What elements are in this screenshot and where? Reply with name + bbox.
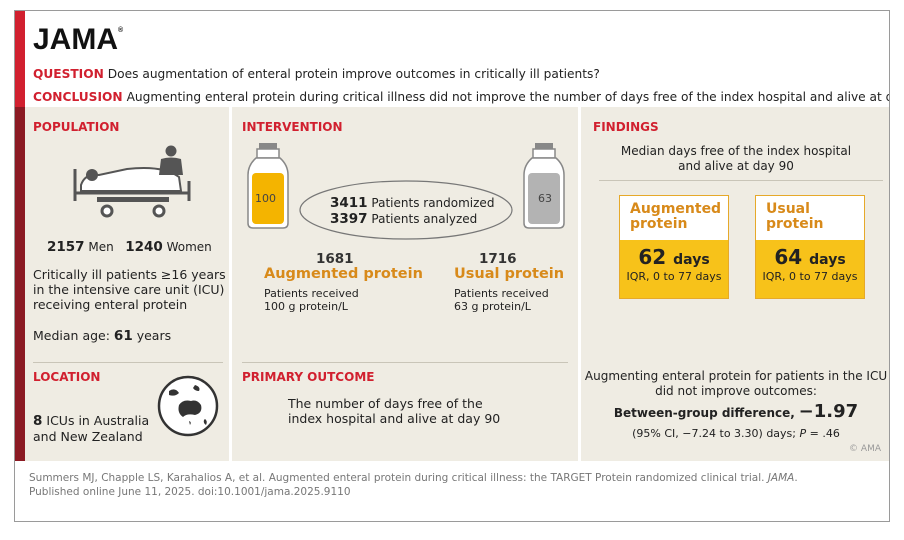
randomization-ellipse xyxy=(299,180,513,240)
population-description: Critically ill patients ≥16 years in the… xyxy=(33,267,226,312)
augmented-result-value: 62 days IQR, 0 to 77 days xyxy=(620,240,728,298)
brand-bar-dark xyxy=(15,107,25,461)
arm2-count: 1716 xyxy=(479,251,517,267)
confidence-interval: (95% CI, −7.24 to 3.30) days; P = .46 xyxy=(632,427,840,440)
question-text: Does augmentation of enteral protein imp… xyxy=(107,67,600,81)
analyzed-line: 3397 Patients analyzed xyxy=(330,211,478,227)
conclusion-text: Augmenting enteral protein during critic… xyxy=(126,90,890,104)
population-panel: POPULATION 2157 Men 1240 Women Criticall… xyxy=(25,107,229,461)
augmented-result-label: Augmented protein xyxy=(630,201,722,232)
divider xyxy=(33,362,223,363)
primary-outcome-heading: PRIMARY OUTCOME xyxy=(242,370,375,384)
question-line: QUESTION Does augmentation of enteral pro… xyxy=(33,67,600,81)
primary-outcome-text: The number of days free of the index hos… xyxy=(288,396,501,426)
findings-panel: FINDINGS Median days free of the index h… xyxy=(581,107,889,461)
question-tag: QUESTION xyxy=(33,67,104,81)
divider xyxy=(599,180,883,181)
copyright: © AMA xyxy=(849,444,881,454)
conclusion-line: CONCLUSION Augmenting enteral protein dur… xyxy=(33,90,890,104)
arm1-name: Augmented protein xyxy=(264,266,423,282)
intervention-panel: INTERVENTION 100 63 3411 Patients random… xyxy=(232,107,578,461)
protein-bottle-icon xyxy=(247,143,289,229)
population-heading: POPULATION xyxy=(33,120,120,134)
clinician-icon xyxy=(159,145,183,175)
location-heading: LOCATION xyxy=(33,370,101,384)
intervention-heading: INTERVENTION xyxy=(242,120,343,134)
augmented-result-box: Augmented protein 62 days IQR, 0 to 77 d… xyxy=(619,195,729,299)
divider xyxy=(242,362,568,363)
hospital-bed-icon xyxy=(73,145,191,218)
randomized-line: 3411 Patients randomized xyxy=(330,195,495,211)
usual-result-box: Usual protein 64 days IQR, 0 to 77 days xyxy=(755,195,865,299)
arm1-detail: Patients received 100 g protein/L xyxy=(264,287,359,313)
infographic-frame: JAMA® QUESTION Does augmentation of enter… xyxy=(14,10,890,522)
findings-result: Augmenting enteral protein for patients … xyxy=(584,369,888,398)
usual-result-label: Usual protein xyxy=(766,201,824,232)
jama-logo: JAMA® xyxy=(33,23,124,56)
conclusion-tag: CONCLUSION xyxy=(33,90,123,104)
bottle-label-right: 63 xyxy=(538,192,552,205)
protein-bottle-icon xyxy=(523,143,565,229)
arm2-name: Usual protein xyxy=(454,266,565,282)
between-group-difference: Between-group difference, −1.97 xyxy=(613,401,859,422)
median-age: Median age: 61 years xyxy=(33,328,172,344)
citation: Summers MJ, Chapple LS, Karahalios A, et… xyxy=(29,472,798,498)
location-text: 8 ICUs in Australia and New Zealand xyxy=(33,413,150,444)
sex-breakdown: 2157 Men 1240 Women xyxy=(47,239,212,255)
findings-subtitle: Median days free of the index hospital a… xyxy=(620,144,852,173)
bottle-label-left: 100 xyxy=(255,192,276,205)
arm1-count: 1681 xyxy=(316,251,354,267)
globe-icon xyxy=(157,375,219,437)
findings-heading: FINDINGS xyxy=(593,120,659,134)
usual-result-value: 64 days IQR, 0 to 77 days xyxy=(756,240,864,298)
arm2-detail: Patients received 63 g protein/L xyxy=(454,287,549,313)
